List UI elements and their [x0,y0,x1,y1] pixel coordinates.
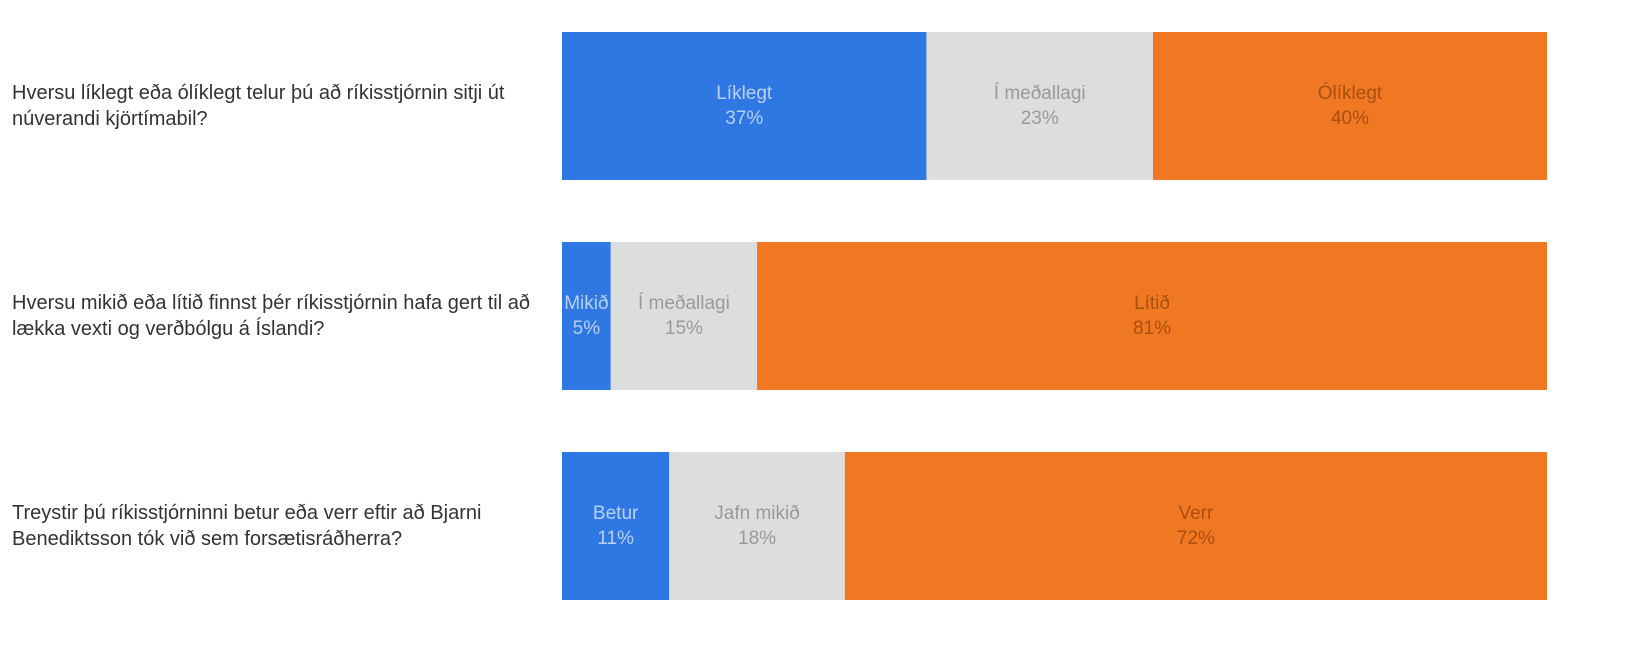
bar-segment [844,452,1547,600]
value-label: 81% [1133,318,1171,339]
bar-segment [562,452,670,600]
bar-segment [562,242,611,390]
bar-segment [669,452,845,600]
value-label: 40% [1331,108,1369,129]
question: Hversu mikið eða lítið finnst þér ríkiss… [12,292,530,340]
segment-label: Lítið [1134,293,1170,314]
value-label: 15% [665,318,703,339]
segment-label: Í meðallagi [994,83,1086,104]
segment-label: Betur [593,503,639,524]
value-label: 72% [1177,528,1215,549]
bar-segment [1153,32,1547,180]
value-label: 23% [1021,108,1059,129]
bar-segment [562,32,927,180]
question: Hversu líklegt eða ólíklegt telur þú að … [12,82,505,130]
question: Treystir þú ríkisstjórninni betur eða ve… [12,502,482,550]
value-label: 11% [597,528,634,549]
segment-label: Verr [1178,503,1214,524]
bar-segment [926,32,1153,180]
value-label: 5% [573,318,601,339]
segment-label: Ólíklegt [1318,82,1383,104]
bar-segment [610,242,758,390]
segment-label: Í meðallagi [638,293,730,314]
segment-label: Jafn mikið [714,503,800,524]
segment-label: Líklegt [716,83,773,104]
segment-label: Mikið [564,293,608,314]
value-label: 37% [725,108,763,129]
bar-segment [757,242,1547,390]
value-label: 18% [738,528,776,549]
